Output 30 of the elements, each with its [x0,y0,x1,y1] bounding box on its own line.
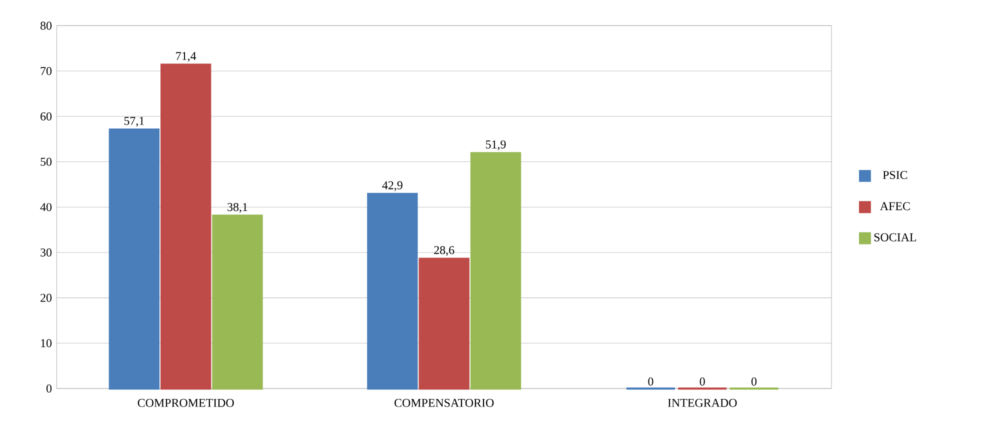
data-label: 0 [751,377,757,386]
legend-label: AFEC [880,202,910,210]
bar [160,64,212,390]
data-label: 0 [648,377,654,386]
x-tick-label: COMPENSATORIO [394,398,494,407]
legend-label: PSIC [882,170,908,179]
y-tick-label: 50 [40,158,52,166]
x-tick-label: INTEGRADO [668,398,737,407]
y-tick-label: 30 [40,248,52,256]
y-tick-label: 70 [40,66,52,76]
y-tick-label: 10 [41,339,52,348]
legend-label: SOCIAL [874,233,916,242]
bar [108,128,160,390]
bar [212,214,263,390]
bar [470,152,522,390]
data-label: 57,1 [124,116,144,127]
data-label: 28,6 [434,246,454,256]
y-tick-label: 60 [40,112,52,120]
bar [367,192,418,390]
data-label: 51,9 [486,140,506,150]
y-tick-label: 80 [40,22,52,30]
data-label: 38,1 [228,202,248,213]
y-tick-label: 0 [46,384,52,393]
bar [418,258,470,390]
data-label: 71,4 [176,52,196,62]
x-tick-label: COMPROMETIDO [138,398,234,407]
y-tick-label: 40 [40,203,52,212]
data-label: 42,9 [382,181,402,191]
y-tick-label: 20 [40,294,52,302]
data-label: 0 [700,377,705,386]
